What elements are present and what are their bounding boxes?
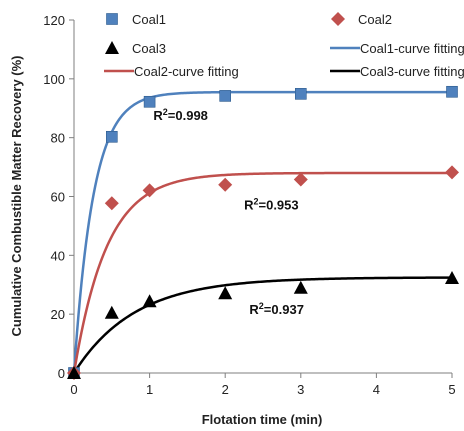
x-tick-label: 1 — [146, 382, 153, 397]
legend-label: Coal3 — [132, 41, 166, 56]
legend-label: Coal3-curve fitting — [360, 64, 464, 79]
data-point — [293, 280, 308, 294]
data-point — [294, 88, 307, 100]
data-point — [445, 270, 459, 284]
x-tick-label: 4 — [373, 382, 380, 397]
data-point — [104, 196, 119, 211]
data-point — [142, 183, 157, 198]
legend-label: Coal1-curve fitting — [360, 41, 464, 56]
data-point — [293, 172, 308, 187]
y-axis-title: Cumulative Combustible Matter Recovery (… — [9, 55, 24, 336]
data-point — [106, 130, 118, 143]
data-point — [219, 90, 231, 102]
y-tick-label: 20 — [51, 307, 65, 322]
fit-curve — [72, 171, 452, 374]
y-tick-label: 120 — [43, 13, 65, 28]
data-point — [218, 177, 233, 192]
fit-curve — [72, 276, 453, 374]
legend-label: Coal1 — [132, 12, 166, 27]
y-tick-label: 0 — [58, 366, 65, 381]
y-tick-label: 100 — [43, 72, 65, 87]
data-point — [446, 85, 458, 98]
x-tick-label: 3 — [297, 382, 304, 397]
legend-label: Coal2-curve fitting — [134, 64, 239, 79]
legend-marker — [105, 41, 119, 54]
legend-marker — [331, 12, 345, 26]
legend-label: Coal2 — [358, 12, 392, 27]
data-point — [218, 286, 233, 300]
fit-curves — [72, 90, 453, 374]
data-point — [67, 366, 81, 379]
x-tick-label: 0 — [70, 382, 77, 397]
annotations: R2=0.998 R2=0.953 R2=0.937 — [153, 107, 304, 317]
data-markers — [67, 85, 459, 380]
data-point — [143, 95, 156, 108]
y-tick-label: 60 — [51, 190, 65, 205]
legend: Coal1 Coal2 Coal3 Coal1-curve fitting Coal2-… — [104, 12, 464, 79]
r-squared-label: R2=0.998 — [153, 107, 208, 123]
legend-marker — [106, 13, 118, 25]
x-tick-label: 5 — [448, 382, 455, 397]
x-tick-label: 2 — [222, 382, 229, 397]
r-squared-label: R2=0.953 — [244, 197, 299, 213]
data-point — [142, 294, 157, 308]
x-axis-title: Flotation time (min) — [202, 412, 323, 427]
data-point — [445, 165, 459, 180]
data-point — [104, 305, 119, 319]
y-tick-label: 40 — [51, 248, 65, 263]
y-tick-label: 80 — [51, 131, 65, 146]
fit-curve — [72, 90, 452, 374]
r-squared-label: R2=0.937 — [249, 301, 304, 317]
